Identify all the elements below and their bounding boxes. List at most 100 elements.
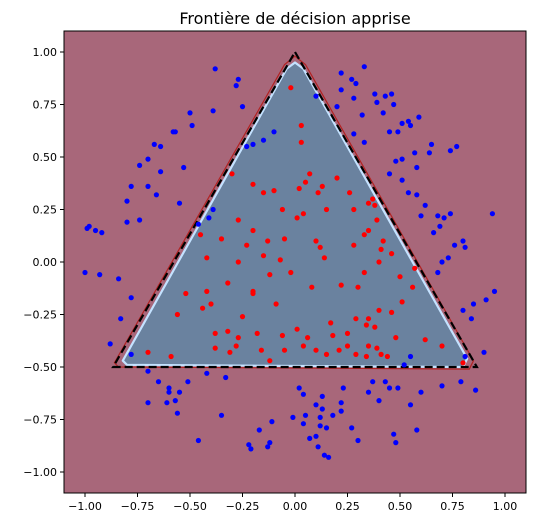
data-point — [386, 171, 393, 177]
data-point — [351, 131, 357, 137]
data-point — [447, 211, 453, 217]
data-point — [166, 389, 172, 395]
data-point — [279, 332, 285, 339]
data-point — [218, 236, 225, 242]
data-point — [212, 345, 218, 351]
data-point — [298, 122, 304, 129]
series-1 — [82, 64, 498, 460]
data-point — [481, 349, 487, 355]
data-point — [344, 330, 351, 336]
data-point — [397, 274, 403, 280]
data-point — [454, 143, 460, 150]
data-point — [399, 299, 405, 305]
data-point — [441, 215, 447, 221]
data-point — [145, 156, 151, 162]
x-tick-label: 0.50 — [388, 500, 413, 513]
data-point — [473, 387, 479, 393]
data-point — [281, 347, 288, 353]
data-point — [239, 314, 246, 320]
data-point — [452, 242, 458, 248]
data-point — [439, 259, 445, 265]
data-point — [353, 80, 359, 87]
data-point — [321, 255, 327, 261]
data-point — [164, 400, 170, 406]
data-point — [338, 70, 344, 76]
data-point — [317, 414, 323, 420]
data-point — [353, 351, 359, 357]
data-point — [172, 398, 178, 404]
data-point — [124, 219, 130, 225]
data-point — [428, 141, 435, 147]
data-point — [258, 347, 264, 353]
data-point — [298, 139, 304, 145]
data-point — [256, 427, 262, 433]
series-0 — [145, 85, 466, 366]
data-point — [250, 227, 256, 234]
data-point — [277, 257, 283, 263]
data-point — [347, 190, 353, 196]
y-tick-label: −1.00 — [23, 466, 57, 479]
data-point — [460, 238, 466, 244]
data-point — [225, 328, 231, 334]
data-point — [267, 440, 273, 446]
data-point — [260, 190, 267, 196]
data-point — [351, 95, 357, 101]
data-point — [300, 391, 306, 397]
data-point — [227, 349, 233, 355]
data-point — [128, 351, 134, 357]
data-point — [405, 118, 411, 124]
y-tick-label: 1.00 — [33, 46, 58, 59]
data-point — [386, 129, 393, 135]
data-point — [300, 421, 306, 427]
data-point — [414, 192, 420, 198]
data-point — [97, 272, 103, 278]
data-point — [210, 206, 216, 213]
data-point — [151, 141, 157, 147]
data-point — [361, 64, 367, 70]
data-point — [326, 454, 332, 460]
data-point — [315, 444, 321, 450]
data-point — [399, 120, 405, 126]
data-point — [323, 351, 330, 357]
data-point — [338, 87, 344, 93]
x-tick-label: −1.00 — [68, 500, 102, 513]
data-point — [235, 76, 241, 82]
data-point — [359, 112, 365, 118]
data-point — [225, 280, 231, 286]
y-tick-label: −0.75 — [23, 414, 57, 427]
data-point — [313, 347, 319, 353]
x-tick-label: −0.75 — [121, 500, 155, 513]
data-point — [248, 446, 254, 452]
data-point — [309, 284, 315, 290]
data-point — [118, 316, 124, 322]
data-point — [470, 301, 477, 307]
data-point — [319, 406, 325, 412]
data-point — [389, 91, 395, 97]
data-point — [370, 196, 376, 202]
data-point — [174, 410, 180, 416]
data-point — [137, 217, 143, 223]
data-point — [195, 221, 201, 227]
data-point — [361, 232, 367, 238]
x-axis: −1.00 −0.75 −0.50 −0.25 0.00 0.25 0.50 0.75 1.00 — [68, 493, 517, 513]
data-point — [92, 227, 99, 234]
data-point — [260, 137, 267, 143]
data-point — [349, 76, 355, 82]
data-point — [99, 230, 105, 236]
data-point — [376, 259, 382, 265]
data-point — [391, 431, 397, 437]
data-point — [447, 148, 453, 154]
data-point — [407, 402, 414, 408]
data-point — [384, 353, 390, 360]
data-point — [288, 269, 294, 276]
data-point — [399, 156, 405, 162]
data-point — [426, 150, 432, 156]
data-point — [393, 440, 399, 446]
data-point — [235, 335, 241, 341]
data-point — [195, 437, 201, 444]
data-point — [363, 322, 369, 328]
data-point — [416, 114, 422, 120]
true-boundary-line — [111, 49, 479, 369]
data-point — [260, 253, 267, 259]
